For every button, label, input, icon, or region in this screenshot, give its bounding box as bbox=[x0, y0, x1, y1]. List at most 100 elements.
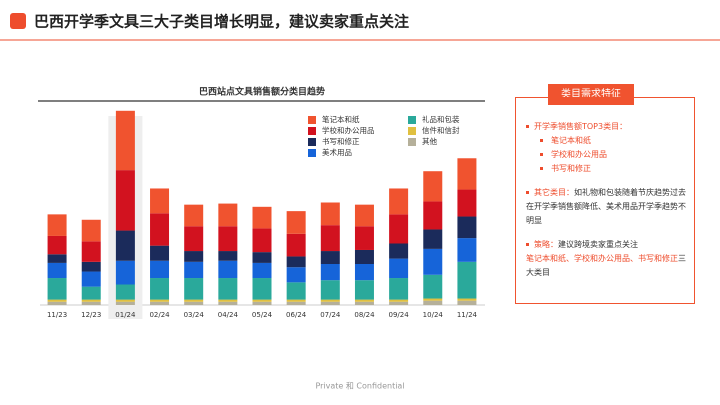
bar-segment bbox=[184, 261, 204, 279]
x-tick-label: 11/24 bbox=[457, 311, 478, 319]
bar-segment bbox=[81, 301, 101, 305]
bar-segment bbox=[389, 258, 409, 279]
legend-label: 学校和办公用品 bbox=[322, 125, 375, 135]
bar-segment bbox=[423, 201, 443, 230]
bar-segment bbox=[150, 301, 170, 305]
bar-segment bbox=[115, 301, 135, 305]
bar-segment bbox=[320, 264, 340, 281]
bar-segment bbox=[457, 298, 477, 301]
bar-segment bbox=[47, 254, 67, 263]
bar-segment bbox=[389, 243, 409, 259]
legend-swatch bbox=[408, 116, 416, 124]
legend-swatch bbox=[408, 138, 416, 146]
bar-segment bbox=[252, 206, 272, 229]
bar-segment bbox=[286, 211, 306, 234]
feature-panel: 开学季销售额TOP3类目： 笔记本和纸 学校和办公用品 书写和修正 其它类目：如… bbox=[515, 97, 695, 304]
strategy-section: 策略：建议跨境卖家重点关注笔记本和纸、学校和办公用品、书写和修正三大类目 bbox=[526, 238, 686, 280]
bar-segment bbox=[218, 278, 238, 300]
bar-segment bbox=[81, 241, 101, 262]
x-tick-label: 02/24 bbox=[149, 311, 170, 319]
top3-section: 开学季销售额TOP3类目： 笔记本和纸 学校和办公用品 书写和修正 bbox=[526, 120, 686, 176]
bar-segment bbox=[354, 280, 374, 300]
bar-segment bbox=[457, 189, 477, 217]
legend-label: 笔记本和纸 bbox=[322, 114, 360, 124]
bar-segment bbox=[286, 267, 306, 283]
bar-segment bbox=[320, 301, 340, 305]
bar-segment bbox=[184, 204, 204, 227]
bar-segment bbox=[81, 271, 101, 287]
bar-segment bbox=[81, 299, 101, 302]
legend-label: 书写和修正 bbox=[322, 136, 360, 146]
bar-segment bbox=[389, 278, 409, 300]
bar-segment bbox=[457, 158, 477, 190]
bar-segment bbox=[150, 278, 170, 300]
x-tick-label: 07/24 bbox=[320, 311, 341, 319]
bar-segment bbox=[184, 301, 204, 305]
other-label: 其它类目： bbox=[534, 188, 574, 197]
bar-segment bbox=[81, 286, 101, 300]
bar-segment bbox=[81, 261, 101, 272]
bar-segment bbox=[252, 252, 272, 263]
legend-swatch bbox=[408, 127, 416, 135]
panel-heading: 类目需求特征 bbox=[548, 84, 634, 105]
x-tick-label: 06/24 bbox=[286, 311, 307, 319]
logo bbox=[10, 13, 26, 29]
bar-segment bbox=[389, 301, 409, 305]
legend-label: 信件和信封 bbox=[422, 125, 460, 135]
bar-segment bbox=[150, 299, 170, 302]
footer: Private 和 Confidential bbox=[315, 382, 404, 391]
bar-segment bbox=[286, 301, 306, 305]
legend-label: 美术用品 bbox=[322, 147, 352, 157]
bar-segment bbox=[115, 299, 135, 302]
bar-segment bbox=[354, 226, 374, 250]
x-tick-label: 11/23 bbox=[47, 311, 67, 319]
x-tick-label: 04/24 bbox=[218, 311, 239, 319]
top3-label: 开学季销售额TOP3类目： bbox=[526, 120, 686, 134]
x-tick-label: 05/24 bbox=[252, 311, 273, 319]
bar-segment bbox=[423, 274, 443, 299]
bar-segment bbox=[320, 251, 340, 264]
bar-segment bbox=[47, 235, 67, 255]
legend-swatch bbox=[308, 149, 316, 157]
bar-segment bbox=[286, 256, 306, 268]
bar-segment bbox=[389, 299, 409, 302]
bar-segment bbox=[184, 226, 204, 252]
bar-segment bbox=[252, 262, 272, 279]
bar-segment bbox=[47, 301, 67, 305]
bar-segment bbox=[184, 251, 204, 262]
legend-swatch bbox=[308, 127, 316, 135]
bar-segment bbox=[115, 284, 135, 300]
bar-segment bbox=[354, 264, 374, 281]
bar-segment bbox=[457, 300, 477, 305]
strategy-text: 建议跨境卖家重点关注 bbox=[558, 240, 638, 249]
bar-segment bbox=[320, 202, 340, 226]
bar-segment bbox=[115, 230, 135, 261]
x-tick-label: 08/24 bbox=[354, 311, 375, 319]
x-tick-label: 12/23 bbox=[81, 311, 101, 319]
bar-segment bbox=[354, 249, 374, 264]
bar-segment bbox=[354, 299, 374, 302]
bar-segment bbox=[286, 233, 306, 257]
bar-segment bbox=[423, 298, 443, 301]
x-tick-label: 01/24 bbox=[115, 311, 136, 319]
bar-segment bbox=[354, 301, 374, 305]
bar-segment bbox=[252, 278, 272, 300]
bar-segment bbox=[47, 278, 67, 300]
bar-segment bbox=[423, 229, 443, 249]
bar-segment bbox=[115, 170, 135, 231]
bar-segment bbox=[218, 301, 238, 305]
bar-segment bbox=[218, 260, 238, 279]
bar-segment bbox=[150, 245, 170, 261]
top3-item: 笔记本和纸 bbox=[526, 134, 686, 148]
strategy-focus: 笔记本和纸、学校和办公用品、书写和修正 bbox=[526, 254, 678, 263]
bar-segment bbox=[150, 213, 170, 246]
strategy-label: 策略： bbox=[534, 240, 558, 249]
strategy-tail: 三大类目 bbox=[526, 254, 686, 277]
bar-segment bbox=[218, 251, 238, 261]
bar-segment bbox=[218, 299, 238, 302]
bar-segment bbox=[81, 219, 101, 242]
legend-swatch bbox=[308, 138, 316, 146]
bar-segment bbox=[457, 216, 477, 239]
x-tick-label: 09/24 bbox=[389, 311, 410, 319]
legend-swatch bbox=[308, 116, 316, 124]
